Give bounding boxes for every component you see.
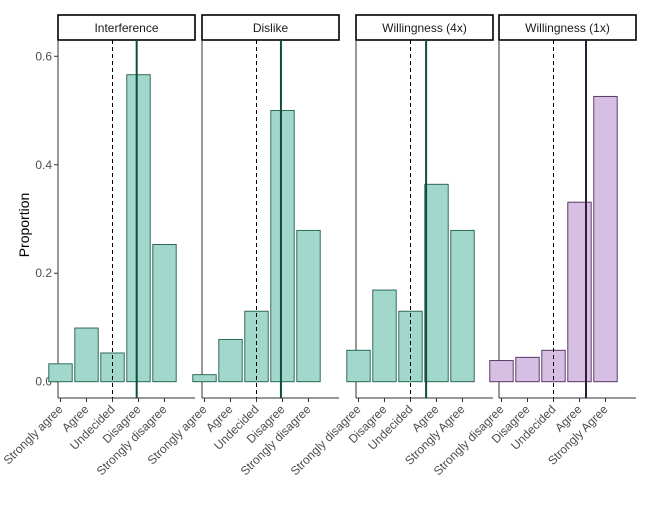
y-tick-label: 0.0 bbox=[35, 375, 52, 389]
bar bbox=[567, 201, 592, 383]
bar bbox=[244, 310, 269, 383]
bar bbox=[100, 352, 125, 383]
bar bbox=[192, 374, 217, 383]
bar bbox=[346, 349, 371, 383]
facet-strip-label: Interference bbox=[94, 21, 158, 35]
facet-strip-label: Dislike bbox=[253, 21, 289, 35]
y-tick-label: 0.4 bbox=[35, 158, 52, 172]
facet-strip bbox=[355, 14, 494, 41]
bar bbox=[398, 310, 423, 383]
bar bbox=[515, 356, 540, 383]
bar bbox=[593, 95, 618, 383]
facet-strip bbox=[57, 14, 196, 41]
bar bbox=[74, 327, 99, 383]
facet-strip bbox=[498, 14, 637, 41]
bar bbox=[270, 110, 295, 383]
facet-strip bbox=[201, 14, 340, 41]
bar bbox=[126, 74, 151, 383]
facet-strip-label: Willingness (4x) bbox=[382, 21, 467, 35]
bar bbox=[152, 244, 177, 383]
x-tick-label: Strongly agree bbox=[1, 402, 66, 467]
bar bbox=[48, 363, 73, 383]
bar bbox=[450, 229, 475, 383]
bar bbox=[218, 338, 243, 383]
y-axis-title: Proportion bbox=[16, 193, 32, 258]
bar bbox=[424, 183, 449, 383]
bar bbox=[296, 229, 321, 383]
y-tick-label: 0.2 bbox=[35, 266, 52, 280]
facet-strip-label: Willingness (1x) bbox=[525, 21, 610, 35]
y-tick-label: 0.6 bbox=[35, 49, 52, 63]
bar bbox=[489, 360, 514, 383]
bar bbox=[372, 289, 397, 383]
